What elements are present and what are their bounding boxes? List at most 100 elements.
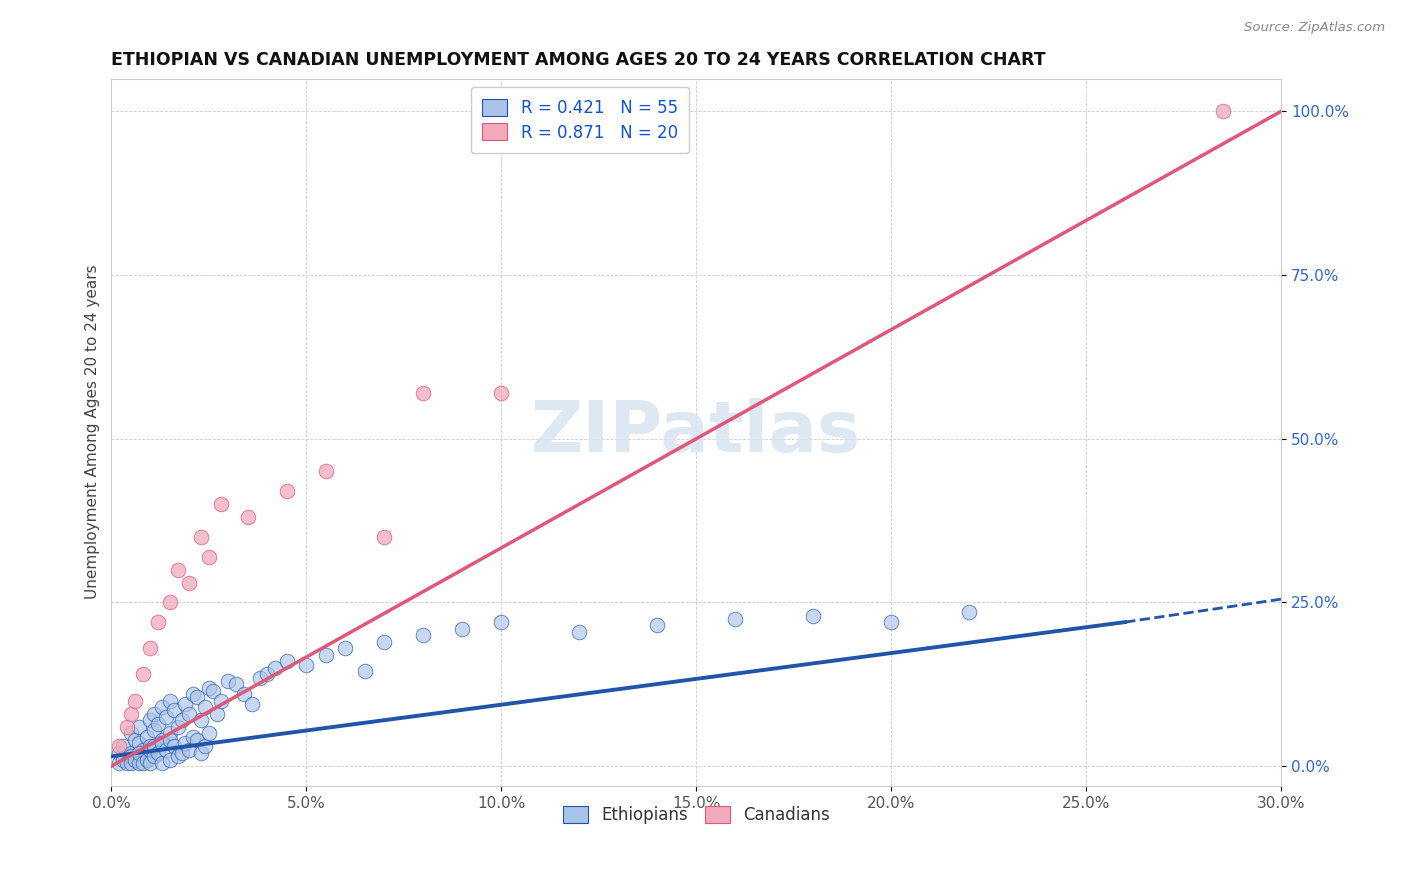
Point bbox=[139, 714, 162, 728]
Point bbox=[174, 697, 197, 711]
Point bbox=[139, 756, 162, 770]
Point bbox=[186, 733, 208, 747]
Point bbox=[143, 739, 166, 754]
Point bbox=[131, 756, 153, 770]
Point bbox=[124, 753, 146, 767]
Point bbox=[186, 690, 208, 705]
Point bbox=[957, 605, 980, 619]
Point bbox=[166, 749, 188, 764]
Point bbox=[143, 723, 166, 738]
Point bbox=[491, 385, 513, 400]
Point bbox=[120, 726, 142, 740]
Point bbox=[174, 736, 197, 750]
Point bbox=[276, 654, 298, 668]
Point bbox=[108, 746, 131, 760]
Point bbox=[724, 612, 747, 626]
Point bbox=[412, 385, 434, 400]
Point bbox=[240, 697, 263, 711]
Point bbox=[190, 714, 212, 728]
Point bbox=[315, 648, 337, 662]
Point bbox=[233, 687, 256, 701]
Point bbox=[315, 465, 337, 479]
Point bbox=[209, 693, 232, 707]
Point bbox=[181, 687, 204, 701]
Point bbox=[801, 608, 824, 623]
Point bbox=[135, 730, 157, 744]
Point bbox=[190, 746, 212, 760]
Point bbox=[181, 730, 204, 744]
Point bbox=[264, 661, 287, 675]
Point bbox=[139, 641, 162, 656]
Point bbox=[120, 706, 142, 721]
Point bbox=[155, 710, 177, 724]
Point bbox=[139, 739, 162, 754]
Point bbox=[335, 641, 357, 656]
Text: ZIPatlas: ZIPatlas bbox=[531, 398, 862, 467]
Point bbox=[295, 657, 318, 672]
Point bbox=[225, 677, 247, 691]
Point bbox=[115, 749, 138, 764]
Point bbox=[143, 706, 166, 721]
Point bbox=[880, 615, 903, 629]
Text: ETHIOPIAN VS CANADIAN UNEMPLOYMENT AMONG AGES 20 TO 24 YEARS CORRELATION CHART: ETHIOPIAN VS CANADIAN UNEMPLOYMENT AMONG… bbox=[111, 51, 1046, 69]
Point bbox=[373, 634, 395, 648]
Legend: Ethiopians, Canadians: Ethiopians, Canadians bbox=[553, 796, 839, 834]
Point bbox=[120, 749, 142, 764]
Point bbox=[115, 720, 138, 734]
Point bbox=[236, 510, 259, 524]
Point bbox=[353, 664, 375, 678]
Point bbox=[194, 739, 217, 754]
Point bbox=[131, 743, 153, 757]
Point bbox=[120, 756, 142, 770]
Point bbox=[159, 753, 181, 767]
Point bbox=[491, 615, 513, 629]
Point bbox=[124, 693, 146, 707]
Point bbox=[198, 549, 221, 564]
Point bbox=[166, 720, 188, 734]
Point bbox=[256, 667, 278, 681]
Point bbox=[373, 530, 395, 544]
Point bbox=[159, 693, 181, 707]
Point bbox=[179, 575, 201, 590]
Point bbox=[1212, 104, 1234, 119]
Point bbox=[179, 743, 201, 757]
Point bbox=[205, 706, 228, 721]
Point bbox=[568, 624, 591, 639]
Point bbox=[150, 736, 173, 750]
Point bbox=[170, 714, 193, 728]
Point bbox=[148, 746, 170, 760]
Point bbox=[198, 726, 221, 740]
Point bbox=[150, 756, 173, 770]
Point bbox=[159, 726, 181, 740]
Point bbox=[217, 673, 239, 688]
Point bbox=[163, 704, 186, 718]
Point bbox=[190, 530, 212, 544]
Y-axis label: Unemployment Among Ages 20 to 24 years: Unemployment Among Ages 20 to 24 years bbox=[86, 265, 100, 599]
Point bbox=[276, 484, 298, 499]
Point bbox=[163, 739, 186, 754]
Point bbox=[451, 622, 474, 636]
Point bbox=[135, 753, 157, 767]
Point bbox=[124, 733, 146, 747]
Point bbox=[159, 595, 181, 609]
Point bbox=[155, 743, 177, 757]
Point bbox=[201, 683, 224, 698]
Point bbox=[166, 563, 188, 577]
Point bbox=[108, 739, 131, 754]
Point bbox=[128, 756, 150, 770]
Point bbox=[128, 720, 150, 734]
Point bbox=[170, 746, 193, 760]
Point bbox=[194, 700, 217, 714]
Point bbox=[412, 628, 434, 642]
Point bbox=[115, 756, 138, 770]
Point bbox=[645, 618, 668, 632]
Point bbox=[108, 756, 131, 770]
Point bbox=[143, 749, 166, 764]
Point bbox=[139, 743, 162, 757]
Point bbox=[150, 700, 173, 714]
Point bbox=[131, 667, 153, 681]
Point bbox=[198, 681, 221, 695]
Point bbox=[120, 746, 142, 760]
Point bbox=[179, 706, 201, 721]
Point bbox=[249, 671, 271, 685]
